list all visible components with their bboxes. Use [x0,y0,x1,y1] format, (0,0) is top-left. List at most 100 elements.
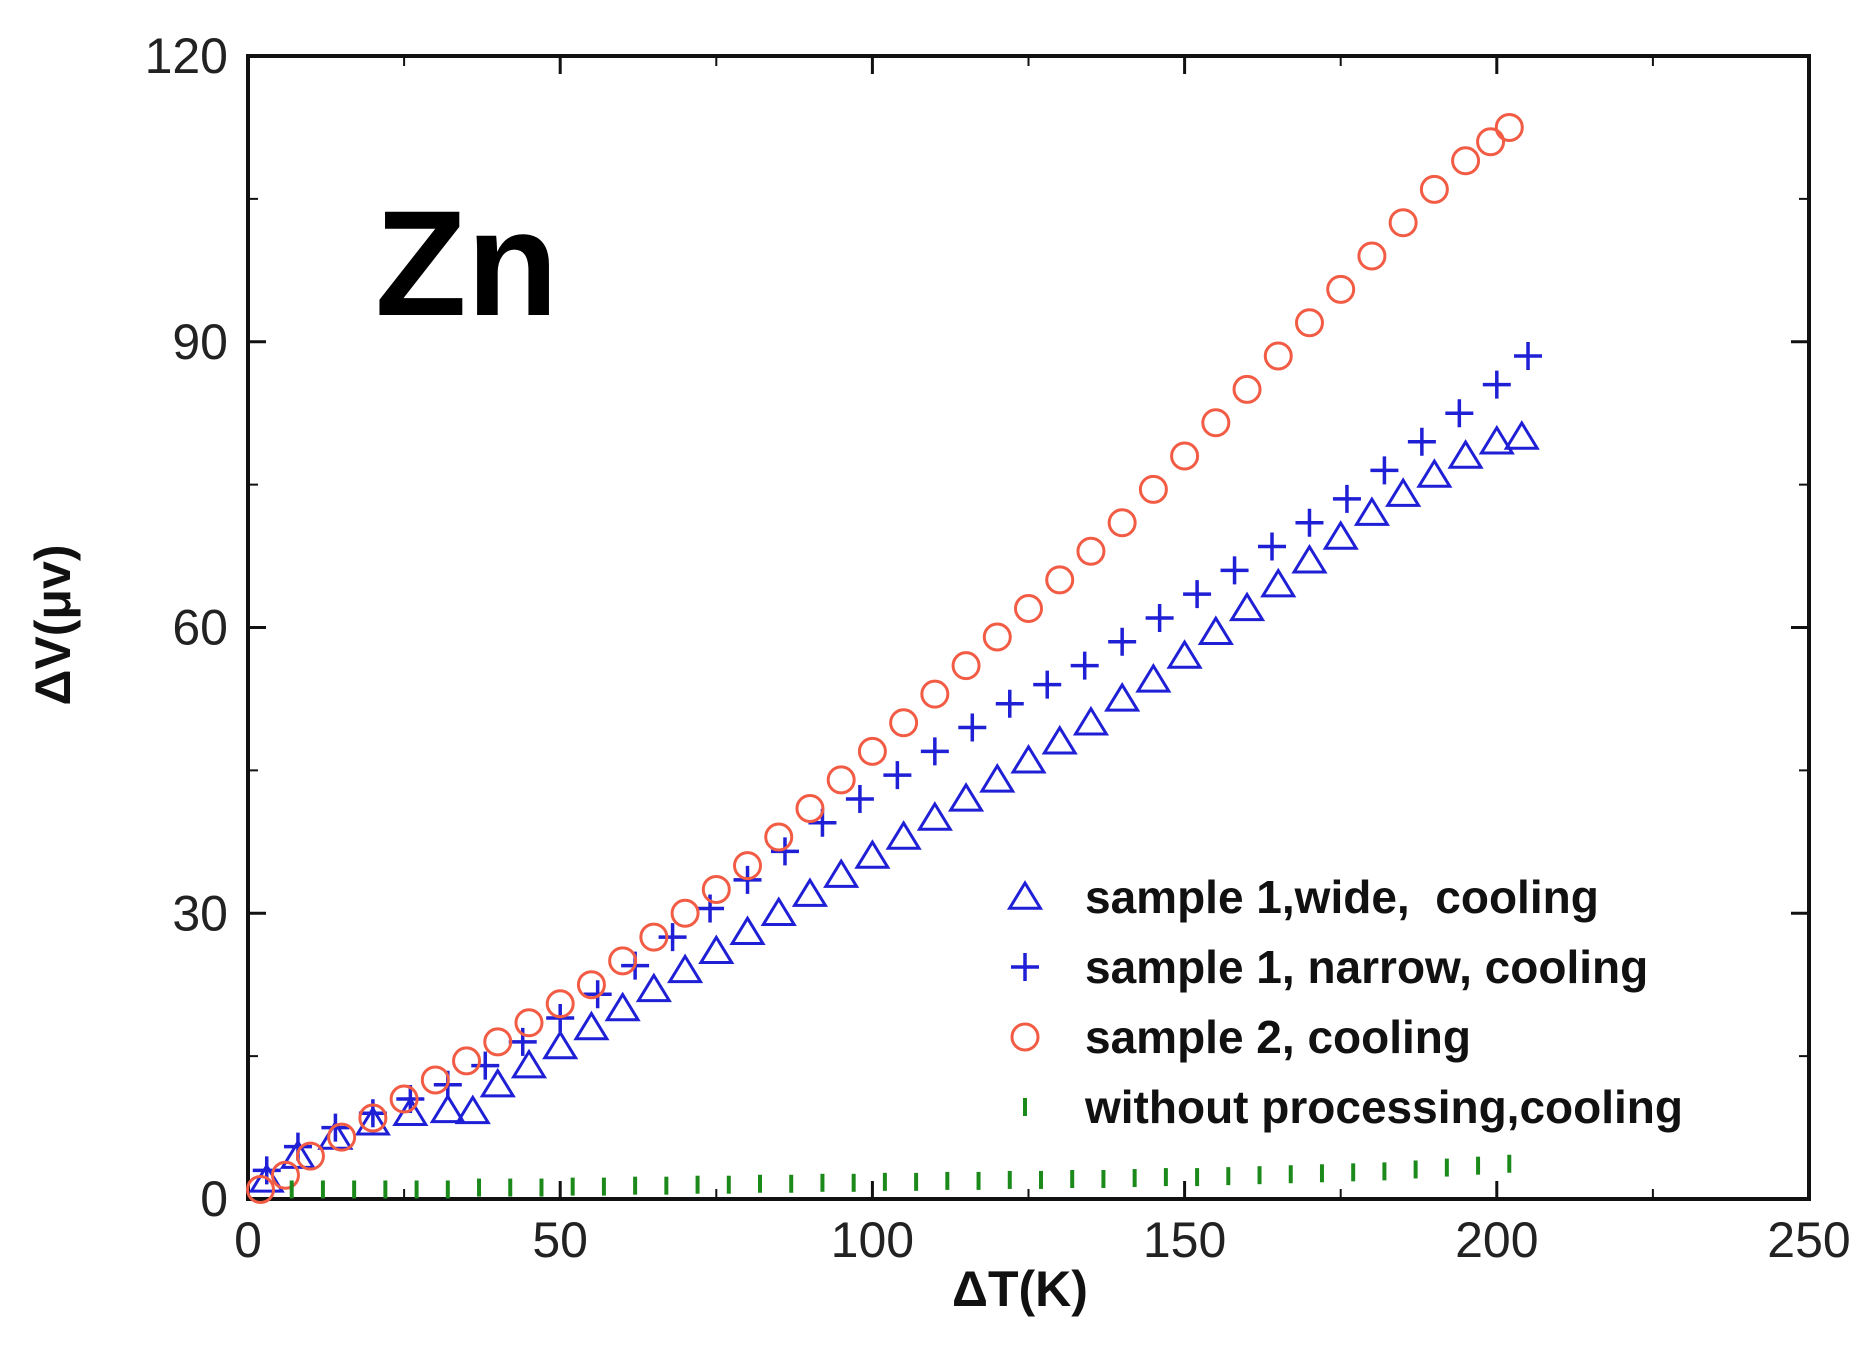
series-3-point [733,851,763,881]
series-3-point [920,679,950,709]
series-3-point [452,1046,482,1076]
series-1-point [1353,496,1390,526]
series-3-point [826,765,856,795]
series-4 [289,1154,1512,1199]
series-1-point [1260,567,1297,598]
series-3-point [1494,112,1524,142]
series-1-point [947,782,985,812]
series-3-point [1451,146,1481,176]
series-3-point [982,622,1012,652]
series-2-point [958,713,987,742]
annotation-zn: Zn [375,179,558,347]
series-3-point [1014,593,1043,623]
series-3-point [1107,508,1137,538]
x-axis-title: ΔT(K) [952,1261,1088,1317]
series-1-point [1166,639,1203,669]
series-3-point [764,822,794,852]
series-2-point [471,1051,500,1080]
series-2-point [1482,370,1511,399]
series-2-point [1183,580,1212,609]
x-tick-label: 0 [234,1212,262,1268]
legend-marker-1 [1006,880,1044,910]
series-3-point [1045,565,1075,595]
series-3-point [1232,374,1262,404]
series-2-point [1070,651,1099,680]
series-1-point [1041,724,1078,755]
series-1-point [916,801,953,831]
series-1-point [454,1094,491,1125]
series-3-point [389,1084,419,1114]
series-2-point [321,1113,350,1142]
series-1-point [979,763,1016,793]
series-2-point [1220,556,1249,585]
series-2-point [770,837,799,866]
series-3-point [670,898,700,928]
series-3-point [358,1103,388,1133]
x-tick-label: 200 [1455,1212,1538,1268]
series-3-point [545,989,575,1019]
legend-marker-3 [1010,1022,1040,1052]
series-3-point [951,651,981,681]
series-3-point [420,1065,450,1095]
series-2-point [396,1084,425,1113]
series-2-point [1407,427,1436,456]
series-3-point [295,1141,325,1171]
y-tick-label: 30 [172,885,228,941]
series-2-point [845,784,874,813]
series-2-point [1108,627,1137,656]
series-2-point [583,980,612,1009]
series-1-point [729,915,766,945]
legend-label-3: sample 2, cooling [1085,1011,1471,1063]
series-3-point [576,970,606,1000]
series-1-point [604,991,641,1022]
series-1-point [1104,682,1141,712]
series-1-point [354,1105,391,1136]
x-tick-label: 250 [1767,1212,1850,1268]
series-1-point [1228,591,1266,622]
series-1-point [573,1010,610,1041]
series-1-point [479,1067,516,1098]
series-2-point [658,923,687,952]
y-tick-label: 60 [172,600,228,656]
series-2-point [1370,456,1399,485]
series-1-point [1291,543,1328,574]
series-2-point [995,689,1024,718]
legend-label-4: without processing,cooling [1084,1081,1683,1133]
series-3-point [1138,474,1168,504]
series-1-point [429,1093,466,1124]
axis-ticks: 0 50 100 150 200 250 0 30 60 90 120 [145,28,1851,1268]
series-2-point [1033,670,1062,699]
series-2-point [1445,399,1474,428]
series-1-point [1322,520,1359,550]
series-2-point [696,894,725,923]
series-3 [245,112,1524,1204]
series-1-point [760,896,797,926]
series-3-point [1263,341,1293,371]
series-1-point [1385,477,1422,507]
series-2-point [920,737,949,766]
series-1-point [1478,424,1515,455]
x-tick-label: 150 [1143,1212,1226,1268]
series-3-point [608,946,638,976]
series-1 [248,420,1540,1193]
series-3-point [701,874,731,904]
y-tick-label: 90 [172,314,228,370]
series-1-point [667,953,704,984]
series-2-point [883,761,912,790]
y-tick-label: 120 [145,28,228,84]
series-1-point [635,972,672,1003]
series-3-point [327,1122,357,1152]
series-1-point [542,1029,579,1060]
series-3-point [1476,127,1506,157]
series-2-point [1145,603,1174,632]
series-1-point [1447,439,1484,469]
series-3-point [514,1008,544,1038]
legend-label-1: sample 1,wide, cooling [1085,871,1599,923]
series-1-point [1072,705,1110,736]
series-2-point [1514,342,1543,371]
series-1-point [1197,615,1234,645]
series-1-point [1416,458,1453,488]
series-3-point [1388,208,1418,238]
series-3-point [245,1174,275,1204]
series-3-point [1076,536,1106,566]
